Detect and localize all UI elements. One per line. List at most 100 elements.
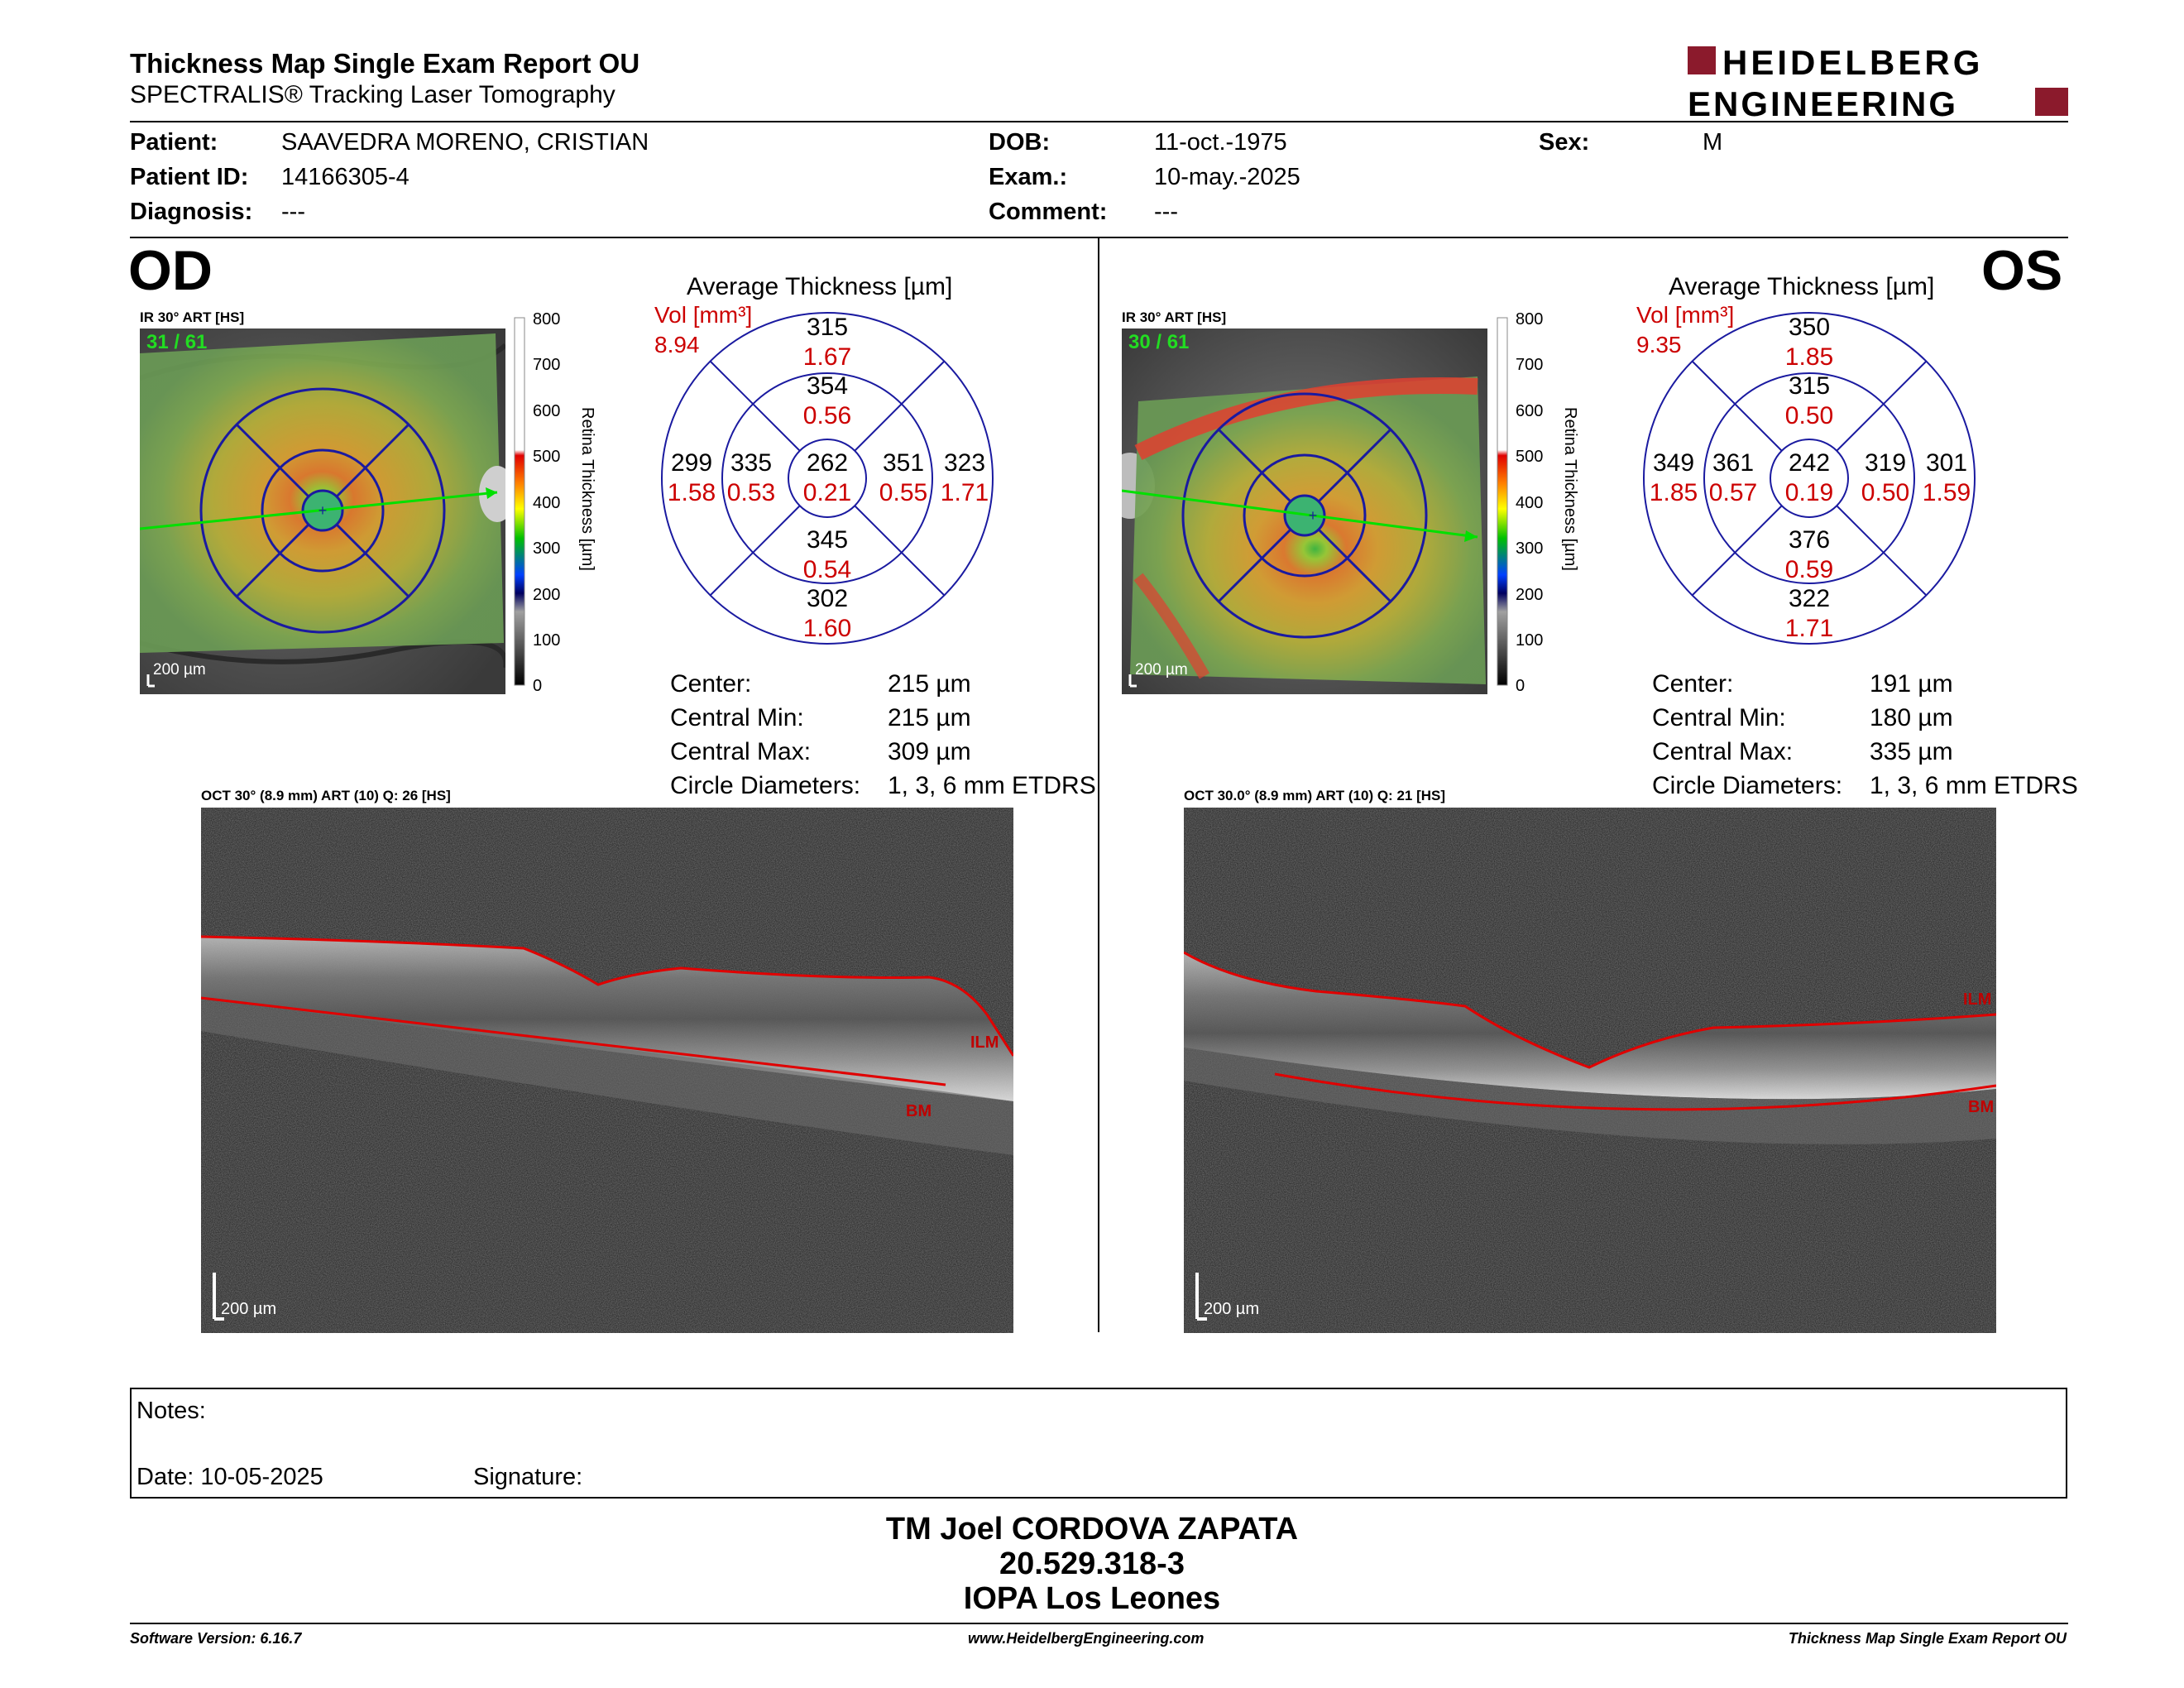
od-avg-title: Average Thickness [µm] xyxy=(687,273,953,300)
report-title: Thickness Map Single Exam Report OU xyxy=(130,48,640,79)
patient-name: SAAVEDRA MORENO, CRISTIAN xyxy=(281,129,649,156)
svg-text:1.59: 1.59 xyxy=(1923,479,1971,506)
od-ir-label: IR 30° ART [HS] xyxy=(140,309,245,325)
svg-text:322: 322 xyxy=(1789,585,1830,612)
os-ir-label: IR 30° ART [HS] xyxy=(1122,309,1227,325)
os-avg-title: Average Thickness [µm] xyxy=(1669,273,1935,300)
patient-id-label: Patient ID: xyxy=(130,164,249,190)
od-diam-label: Circle Diameters: xyxy=(670,772,861,799)
svg-text:345: 345 xyxy=(807,526,848,554)
od-scale-label: Retina Thickness [µm] xyxy=(578,407,596,571)
dob-label: DOB: xyxy=(989,129,1051,156)
svg-text:315: 315 xyxy=(807,314,848,341)
os-oct-label: OCT 30.0° (8.9 mm) ART (10) Q: 21 [HS] xyxy=(1184,788,1446,803)
svg-text:315: 315 xyxy=(1789,372,1830,400)
comment-label: Comment: xyxy=(989,199,1108,225)
exam-label: Exam.: xyxy=(989,164,1068,190)
eye-label-od: OD xyxy=(128,239,213,302)
svg-text:+: + xyxy=(1309,507,1318,524)
signature-label: Signature: xyxy=(473,1464,583,1490)
od-diam-value: 1, 3, 6 mm ETDRS xyxy=(888,772,1096,799)
website-link[interactable]: www.HeidelbergEngineering.com xyxy=(968,1630,1205,1647)
exam-value: 10-may.-2025 xyxy=(1154,164,1300,190)
svg-text:361: 361 xyxy=(1712,449,1754,477)
svg-text:0.21: 0.21 xyxy=(803,479,851,506)
svg-text:400: 400 xyxy=(1516,494,1543,512)
svg-text:500: 500 xyxy=(533,448,560,466)
svg-text:0: 0 xyxy=(533,677,542,695)
svg-text:ENGINEERING: ENGINEERING xyxy=(1688,84,1958,122)
od-max-value: 309 µm xyxy=(888,738,971,765)
od-scale-bar: 200 µm xyxy=(153,661,206,679)
od-frame-count: 31 / 61 xyxy=(146,331,207,353)
od-etdrs-grid: Vol [mm³] 8.94 315 1.67 354 0.56 262 0.2… xyxy=(654,306,994,645)
svg-text:700: 700 xyxy=(1516,356,1543,374)
svg-text:349: 349 xyxy=(1653,449,1694,477)
svg-text:800: 800 xyxy=(533,310,560,328)
svg-text:800: 800 xyxy=(1516,310,1543,328)
svg-text:1.85: 1.85 xyxy=(1785,343,1833,371)
od-bm-label: BM xyxy=(906,1102,932,1120)
svg-text:0.50: 0.50 xyxy=(1785,402,1833,429)
dob-value: 11-oct.-1975 xyxy=(1154,129,1287,156)
os-center-label: Center: xyxy=(1652,670,1734,698)
svg-text:1.71: 1.71 xyxy=(1785,615,1833,642)
svg-text:500: 500 xyxy=(1516,448,1543,466)
notes-box: Notes: Date: 10-05-2025 Signature: xyxy=(130,1388,2067,1499)
svg-text:0.56: 0.56 xyxy=(803,402,851,429)
od-center-value: 215 µm xyxy=(888,670,971,698)
os-frame-count: 30 / 61 xyxy=(1128,331,1189,353)
svg-text:300: 300 xyxy=(533,539,560,558)
svg-text:242: 242 xyxy=(1789,449,1830,477)
svg-text:376: 376 xyxy=(1789,526,1830,554)
os-scale-bar: 200 µm xyxy=(1135,661,1188,679)
os-bm-label: BM xyxy=(1968,1098,1994,1116)
od-vol-total: 8.94 xyxy=(654,332,700,357)
svg-text:262: 262 xyxy=(807,449,848,477)
svg-text:600: 600 xyxy=(1516,402,1543,420)
report-subtitle: SPECTRALIS® Tracking Laser Tomography xyxy=(130,81,615,108)
os-etdrs-grid: Vol [mm³] 9.35 350 1.85 315 0.50 242 0.1… xyxy=(1636,306,1976,645)
svg-text:1.67: 1.67 xyxy=(803,343,851,371)
eye-label-os: OS xyxy=(1981,239,2063,302)
footer-report-name: Thickness Map Single Exam Report OU xyxy=(1788,1630,2067,1647)
svg-text:+: + xyxy=(318,502,328,519)
os-oct-bscan: ILM BM 200 µm xyxy=(1184,808,1996,1333)
diagnosis-label: Diagnosis: xyxy=(130,199,253,225)
svg-text:300: 300 xyxy=(1516,539,1543,558)
svg-text:323: 323 xyxy=(944,449,985,477)
svg-text:299: 299 xyxy=(671,449,712,477)
svg-text:700: 700 xyxy=(533,356,560,374)
svg-text:0.59: 0.59 xyxy=(1785,556,1833,583)
heidelberg-logo: HEIDELBERG ENGINEERING xyxy=(1688,43,2068,122)
notes-label: Notes: xyxy=(136,1398,206,1424)
svg-text:335: 335 xyxy=(730,449,772,477)
svg-text:0.57: 0.57 xyxy=(1709,479,1757,506)
od-vol-label: Vol [mm³] xyxy=(654,306,752,328)
sex-label: Sex: xyxy=(1539,129,1590,156)
patient-id: 14166305-4 xyxy=(281,164,410,190)
svg-text:1.85: 1.85 xyxy=(1650,479,1698,506)
svg-text:351: 351 xyxy=(883,449,924,477)
svg-text:0: 0 xyxy=(1516,677,1525,695)
diagnosis-value: --- xyxy=(281,199,305,225)
os-diam-value: 1, 3, 6 mm ETDRS xyxy=(1870,772,2078,799)
svg-text:200: 200 xyxy=(533,586,560,604)
os-oct-scale: 200 µm xyxy=(1204,1300,1259,1318)
os-min-value: 180 µm xyxy=(1870,704,1953,731)
os-thickness-map: + 30 / 61 200 µm xyxy=(1122,328,1487,694)
svg-text:0.50: 0.50 xyxy=(1861,479,1909,506)
svg-text:1.60: 1.60 xyxy=(803,615,851,642)
od-oct-bscan: ILM BM 200 µm xyxy=(201,808,1013,1333)
od-max-label: Central Max: xyxy=(670,738,812,765)
os-max-value: 335 µm xyxy=(1870,738,1953,765)
os-max-label: Central Max: xyxy=(1652,738,1794,765)
os-vol-total: 9.35 xyxy=(1636,332,1682,357)
comment-value: --- xyxy=(1154,199,1178,225)
od-center-label: Center: xyxy=(670,670,752,698)
od-oct-label: OCT 30° (8.9 mm) ART (10) Q: 26 [HS] xyxy=(201,788,451,803)
svg-text:319: 319 xyxy=(1865,449,1906,477)
software-version: Software Version: 6.16.7 xyxy=(130,1630,302,1647)
date-label: Date: 10-05-2025 xyxy=(136,1464,323,1490)
svg-text:1.58: 1.58 xyxy=(668,479,716,506)
